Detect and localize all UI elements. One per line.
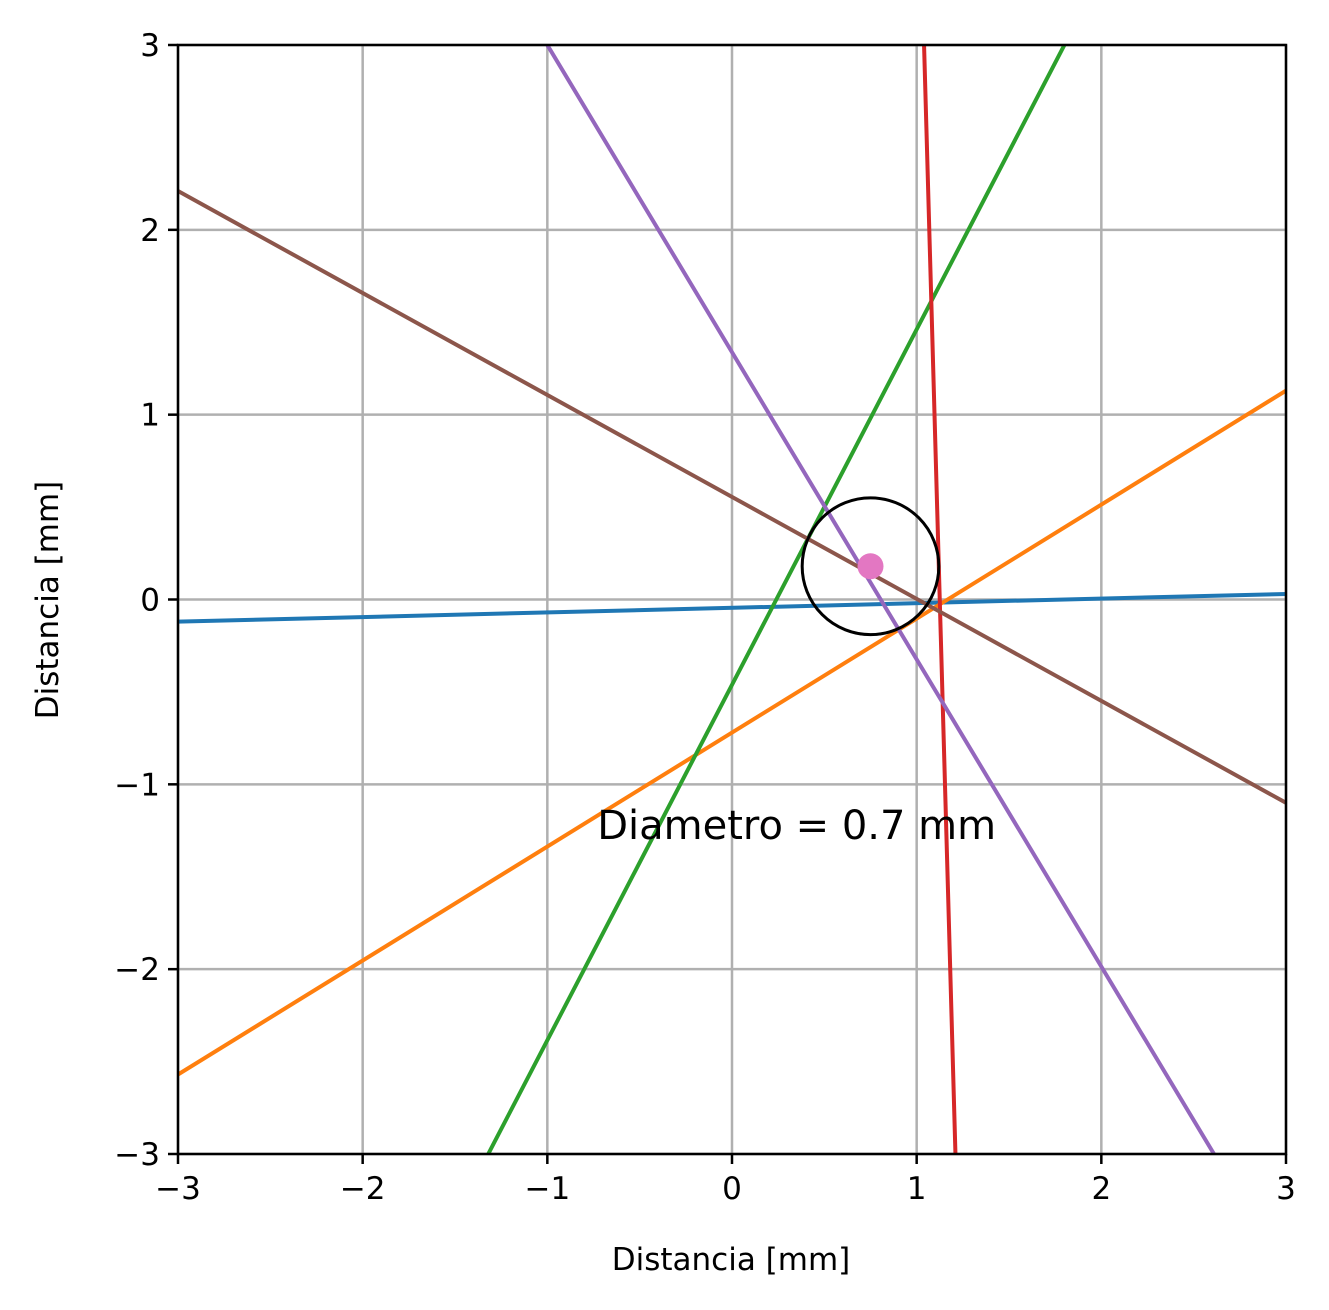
x-tick-label: 2 (1091, 1171, 1111, 1207)
y-tick-label: 2 (140, 213, 160, 249)
series-line-5 (544, 45, 1217, 1154)
x-tick-label: 1 (907, 1171, 927, 1207)
y-tick-label: −1 (114, 767, 160, 803)
y-tick-label: 0 (140, 583, 160, 619)
y-tick-label: −2 (114, 952, 160, 988)
series-line-3 (485, 45, 1067, 1154)
x-tick-label: 3 (1276, 1171, 1296, 1207)
y-axis-label: Distancia [mm] (30, 481, 66, 720)
center-point (857, 553, 884, 580)
diameter-circle (800, 496, 941, 637)
x-tick-label: −1 (524, 1171, 570, 1207)
diameter-annotation: Diametro = 0.7 mm (597, 803, 996, 849)
y-tick-label: 1 (140, 398, 160, 434)
ticks: −3 −2 −1 0 1 2 3 −3 −2 −1 0 1 2 3 (114, 28, 1296, 1207)
series-lines (178, 45, 1286, 1154)
x-tick-label: −3 (155, 1171, 201, 1207)
series-line-4 (922, 45, 958, 1154)
series-line-1 (178, 591, 1286, 624)
y-tick-label: 3 (140, 28, 160, 64)
x-tick-label: −2 (340, 1171, 386, 1207)
x-axis-label: Distancia [mm] (612, 1242, 851, 1278)
series-line-6 (178, 188, 1286, 806)
series-line-2 (178, 388, 1286, 1077)
x-tick-label: 0 (722, 1171, 742, 1207)
y-tick-label: −3 (114, 1137, 160, 1173)
overlay-marks (800, 496, 941, 637)
